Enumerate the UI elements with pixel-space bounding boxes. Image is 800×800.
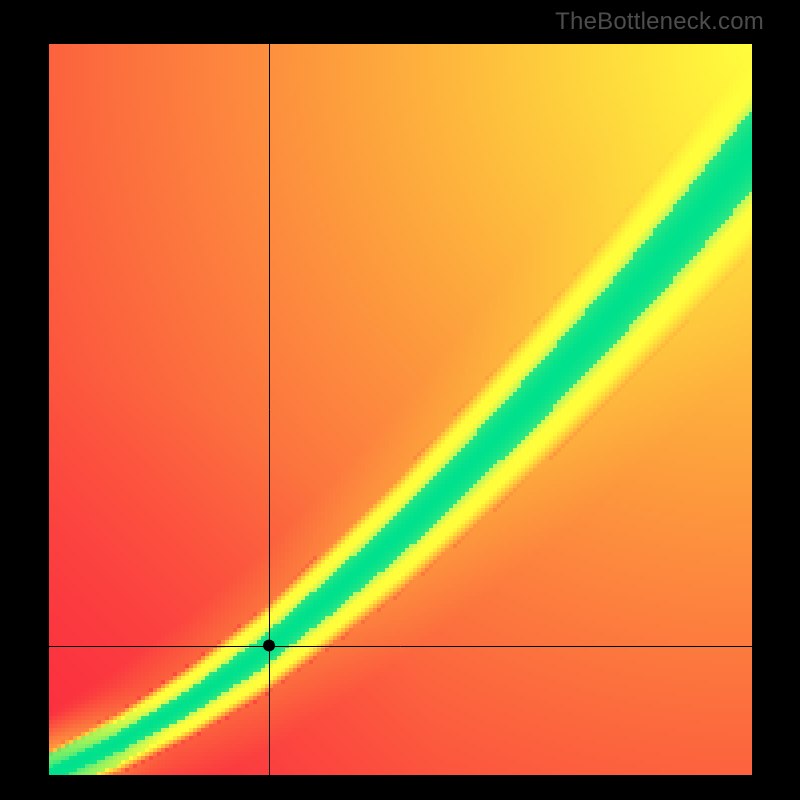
heatmap-canvas [49, 44, 752, 775]
figure-root: TheBottleneck.com [0, 0, 800, 800]
heatmap-plot [49, 44, 752, 775]
watermark-text: TheBottleneck.com [555, 8, 764, 36]
